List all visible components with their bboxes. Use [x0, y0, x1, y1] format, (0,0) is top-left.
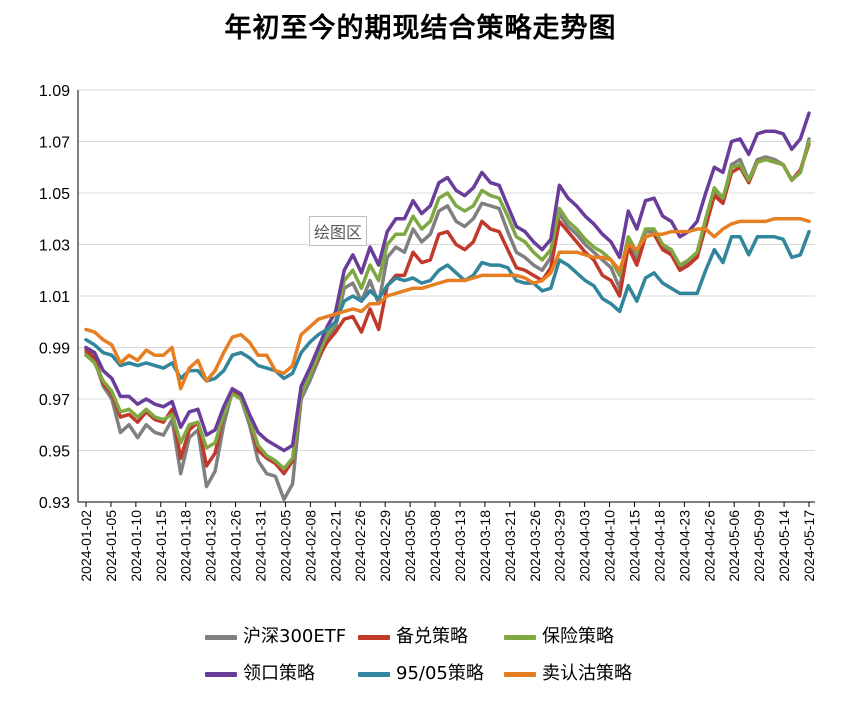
legend-label: 备兑策略 [396, 626, 468, 647]
legend-item: 备兑策略 [358, 625, 468, 649]
x-tick-label: 2024-01-26 [228, 510, 244, 582]
x-tick-label: 2024-01-15 [153, 510, 169, 582]
x-tick-label: 2024-04-23 [676, 510, 692, 582]
y-tick-label: 0.99 [39, 341, 70, 358]
x-tick-label: 2024-03-29 [552, 510, 568, 582]
x-tick-label: 2024-03-13 [452, 510, 468, 582]
y-tick-label: 1.07 [39, 135, 70, 152]
axes [77, 90, 815, 507]
legend-item: 95/05策略 [358, 662, 484, 686]
x-tick-label: 2024-02-08 [302, 510, 318, 582]
x-tick-label: 2024-05-14 [776, 510, 792, 582]
legend-label: 沪深300ETF [243, 626, 347, 647]
x-tick-label: 2024-05-06 [726, 510, 742, 582]
y-tick-label: 1.05 [39, 186, 70, 203]
plot-area-label: 绘图区 [309, 216, 368, 246]
legend-item: 保险策略 [504, 625, 614, 649]
legend-label: 领口策略 [243, 663, 315, 684]
x-tick-label: 2024-03-08 [427, 510, 443, 582]
y-tick-label: 0.93 [39, 495, 70, 512]
x-tick-label: 2024-02-05 [277, 510, 293, 582]
x-tick-label: 2024-03-21 [502, 510, 518, 582]
legend-swatch [358, 671, 390, 677]
y-tick-label: 0.97 [39, 392, 70, 409]
series-line-5 [84, 217, 811, 391]
x-tick-label: 2024-02-21 [327, 510, 343, 582]
y-tick-labels: 0.93 0.95 0.97 0.99 1.01 1.03 1.05 1.07 1.09 [39, 83, 70, 512]
legend-swatch [504, 671, 536, 677]
x-tick-label: 2024-05-09 [751, 510, 767, 582]
legend-item: 卖认沽策略 [504, 662, 632, 686]
chart-title: 年初至今的期现结合策略走势图 [224, 13, 617, 44]
y-tick-label: 0.95 [39, 444, 70, 461]
series-line-0 [84, 137, 811, 502]
series-line-2 [84, 139, 811, 471]
legend-swatch [205, 634, 237, 640]
x-tick-label: 2024-02-26 [352, 510, 368, 582]
legend-swatch [205, 671, 237, 677]
x-tick-label: 2024-04-10 [602, 510, 618, 582]
series-line-1 [84, 142, 811, 476]
legend-item: 沪深300ETF [205, 625, 346, 649]
y-tick-label: 1.09 [39, 83, 70, 100]
x-tick-label: 2024-03-18 [477, 510, 493, 582]
x-tick-label: 2024-01-31 [253, 510, 269, 582]
x-tick-labels: 2024-01-02 2024-01-05 2024-01-10 2024-01-15… [78, 510, 817, 582]
x-tick-label: 2024-04-15 [626, 510, 642, 582]
x-tick-label: 2024-04-26 [701, 510, 717, 582]
x-tick-label: 2024-01-18 [178, 510, 194, 582]
x-tick-label: 2024-01-23 [203, 510, 219, 582]
x-tick-label: 2024-01-05 [103, 510, 119, 582]
x-tick-label: 2024-01-02 [78, 510, 94, 582]
y-tick-label: 1.01 [39, 289, 70, 306]
legend-swatch [358, 634, 390, 640]
x-tick-label: 2024-05-17 [801, 510, 817, 582]
x-tick-label: 2024-04-03 [577, 510, 593, 582]
legend-label: 保险策略 [542, 626, 614, 647]
series-lines [84, 111, 811, 502]
legend-label: 卖认沽策略 [542, 663, 632, 684]
legend-item: 领口策略 [205, 662, 315, 686]
x-tick-label: 2024-04-18 [651, 510, 667, 582]
x-tick-label: 2024-03-26 [527, 510, 543, 582]
legend-swatch [504, 634, 536, 640]
legend-label: 95/05策略 [396, 663, 484, 684]
y-tick-label: 1.03 [39, 238, 70, 255]
series-line-4 [84, 229, 811, 383]
x-tick-label: 2024-02-29 [377, 510, 393, 582]
x-tick-label: 2024-03-05 [402, 510, 418, 582]
x-tick-label: 2024-01-10 [128, 510, 144, 582]
